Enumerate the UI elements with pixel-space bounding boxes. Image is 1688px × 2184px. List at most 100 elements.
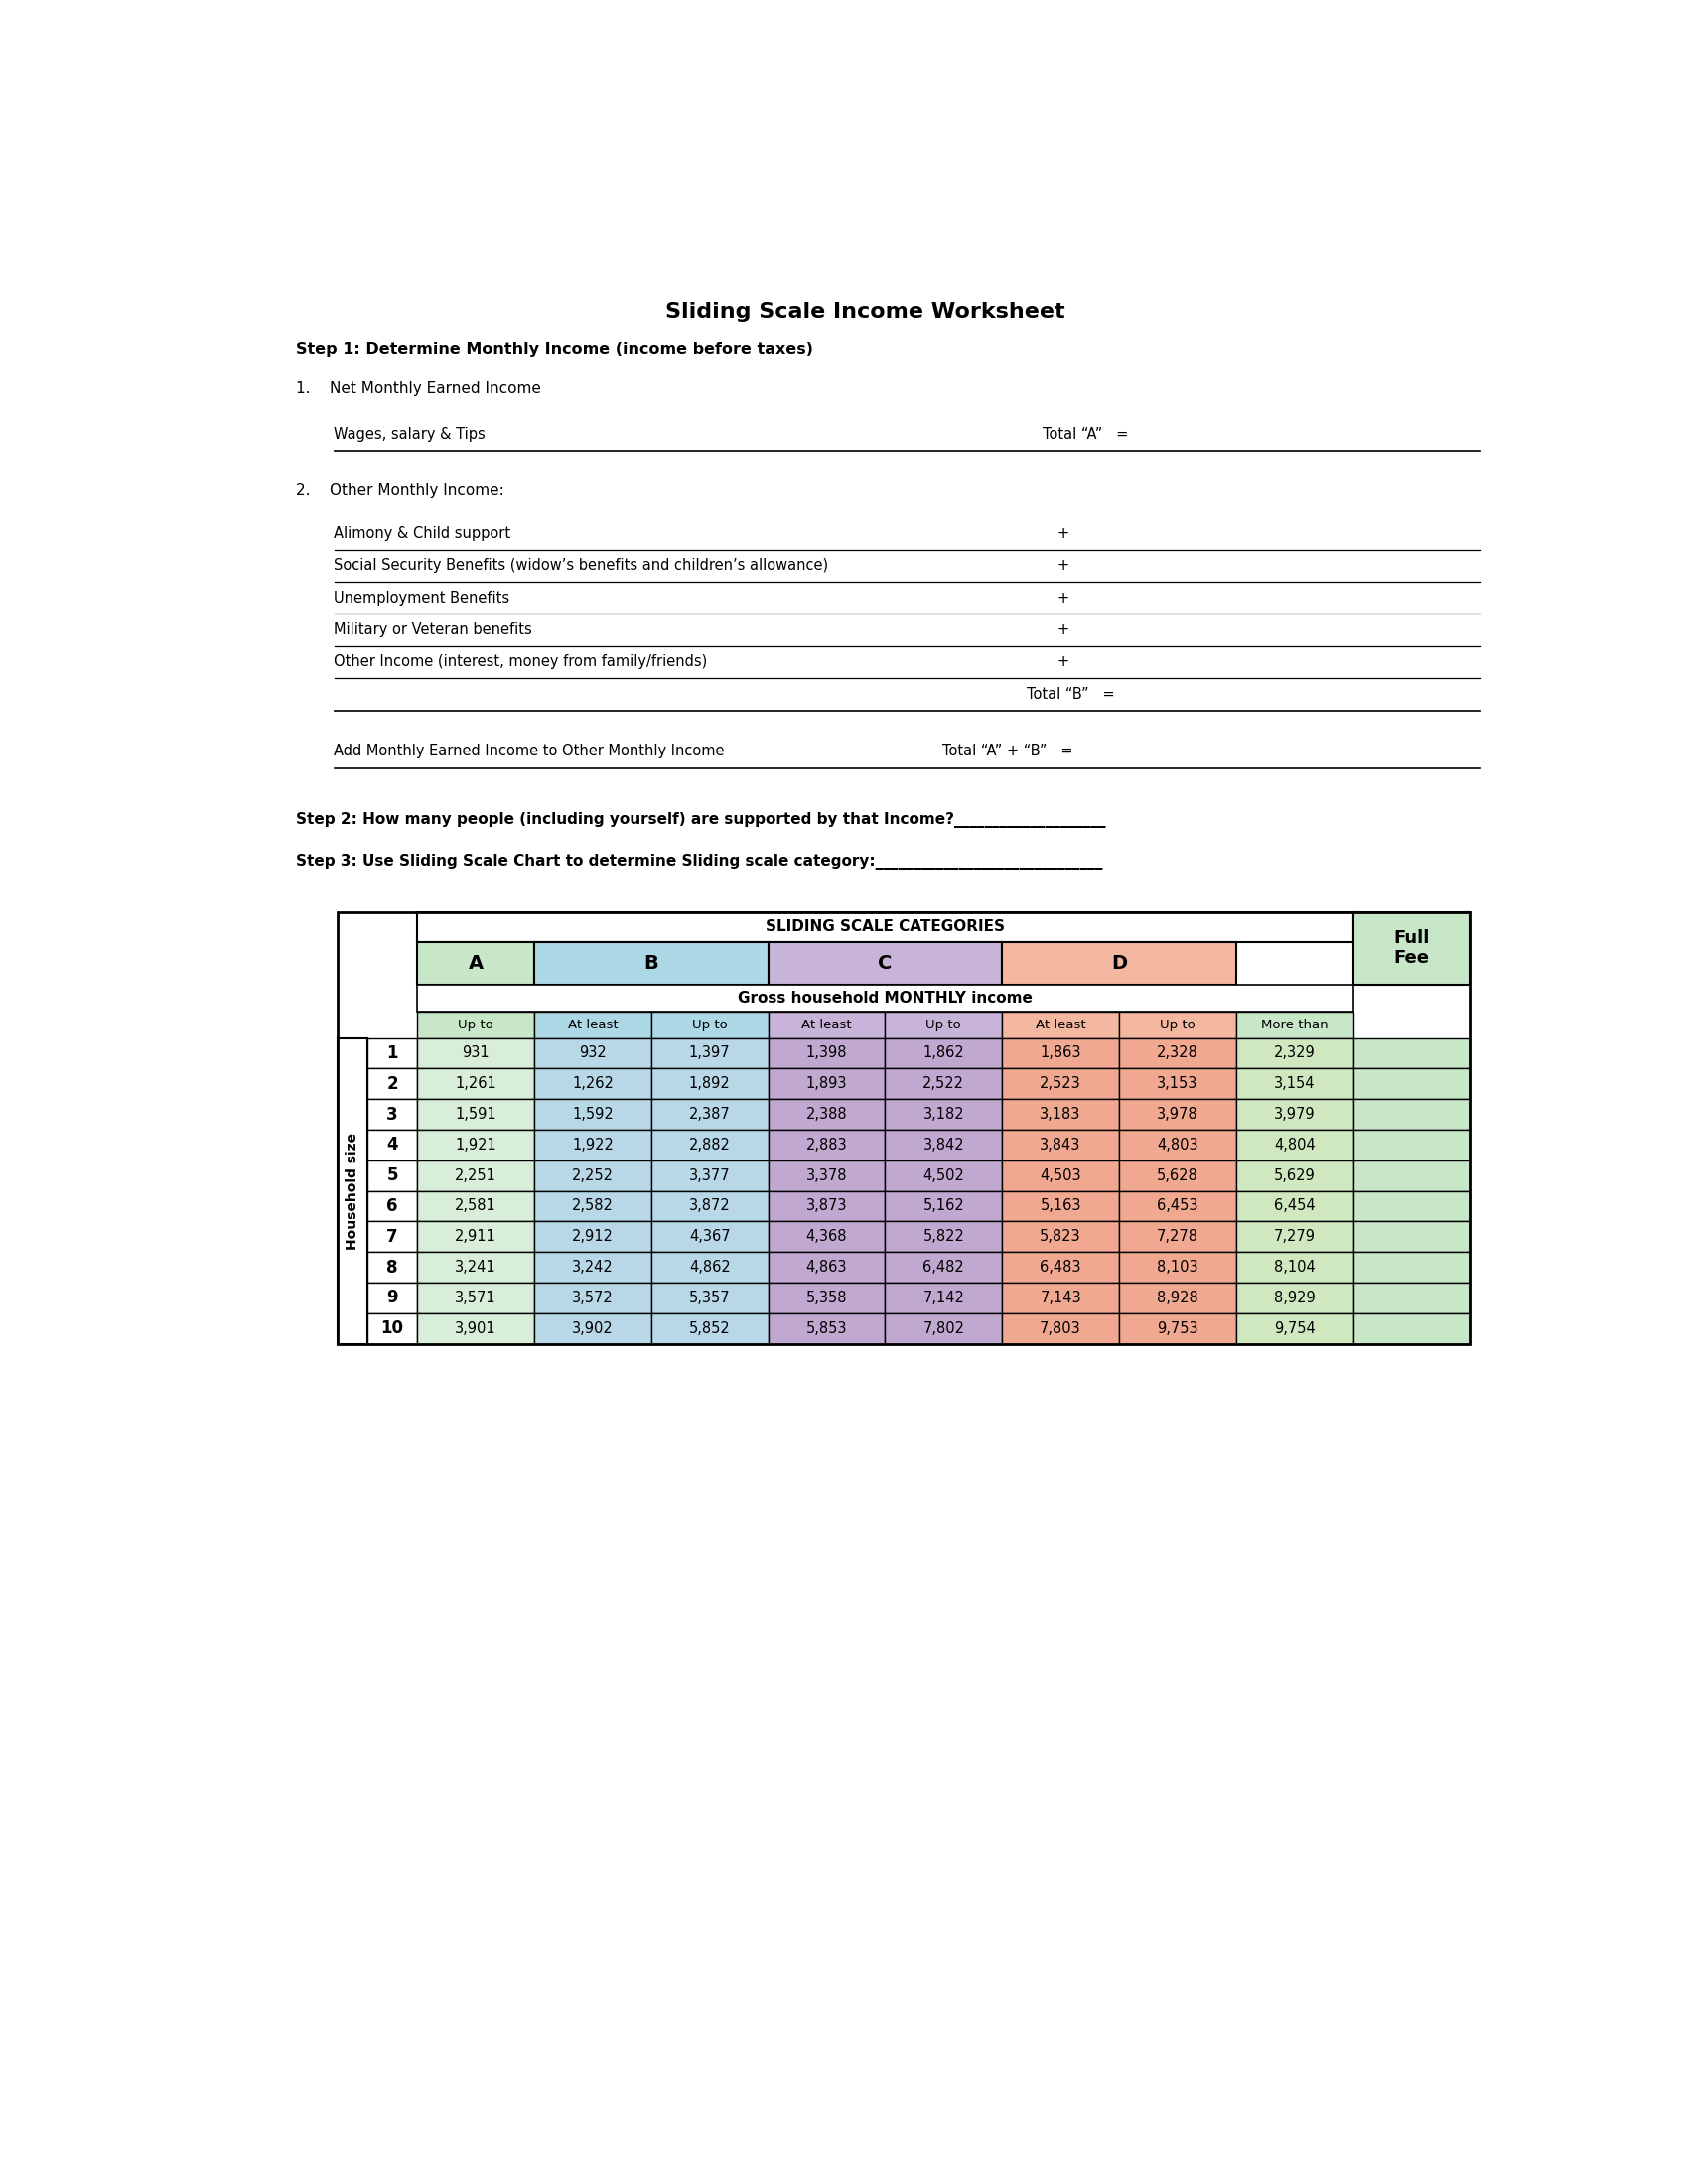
Text: 3,902: 3,902 <box>572 1321 613 1337</box>
Text: 2,582: 2,582 <box>572 1199 613 1214</box>
Text: Step 2: How many people (including yourself) are supported by that Income?______: Step 2: How many people (including yours… <box>295 812 1106 828</box>
Bar <box>1354 1313 1470 1343</box>
Text: Other Income (interest, money from family/friends): Other Income (interest, money from famil… <box>334 655 707 668</box>
Text: 6,453: 6,453 <box>1156 1199 1198 1214</box>
Text: 2,581: 2,581 <box>456 1199 496 1214</box>
Bar <box>417 943 533 985</box>
Bar <box>768 1160 885 1190</box>
Text: 931: 931 <box>463 1046 490 1061</box>
Bar <box>885 1282 1003 1313</box>
Text: 2,328: 2,328 <box>1156 1046 1198 1061</box>
Text: 9,754: 9,754 <box>1274 1321 1315 1337</box>
Bar <box>533 943 768 985</box>
Bar <box>533 1190 652 1221</box>
Text: 4,862: 4,862 <box>689 1260 731 1275</box>
Text: Full
Fee: Full Fee <box>1393 928 1430 968</box>
Text: 1.    Net Monthly Earned Income: 1. Net Monthly Earned Income <box>295 380 540 395</box>
Text: Up to: Up to <box>457 1018 493 1031</box>
Bar <box>1236 1160 1354 1190</box>
Text: Unemployment Benefits: Unemployment Benefits <box>334 590 510 605</box>
Bar <box>417 1129 533 1160</box>
Text: 7,802: 7,802 <box>923 1321 964 1337</box>
Text: 8: 8 <box>387 1258 398 1275</box>
Bar <box>1119 1221 1236 1251</box>
Text: Total “A” + “B”   =: Total “A” + “B” = <box>942 745 1072 758</box>
Text: 1,892: 1,892 <box>689 1077 731 1092</box>
Text: 6,483: 6,483 <box>1040 1260 1080 1275</box>
Text: 3,154: 3,154 <box>1274 1077 1315 1092</box>
Bar <box>338 1037 368 1343</box>
Bar <box>885 1313 1003 1343</box>
Text: 2.    Other Monthly Income:: 2. Other Monthly Income: <box>295 485 505 498</box>
Text: 9,753: 9,753 <box>1156 1321 1198 1337</box>
Text: Sliding Scale Income Worksheet: Sliding Scale Income Worksheet <box>665 301 1065 321</box>
Text: 1,922: 1,922 <box>572 1138 613 1153</box>
Text: 2,387: 2,387 <box>689 1107 731 1123</box>
Bar <box>368 1160 417 1190</box>
Text: 7: 7 <box>387 1227 398 1245</box>
Bar <box>652 1221 768 1251</box>
Bar <box>1119 1129 1236 1160</box>
Text: 3: 3 <box>387 1105 398 1123</box>
Text: 2,911: 2,911 <box>456 1230 496 1245</box>
Bar <box>417 1313 533 1343</box>
Text: 1,592: 1,592 <box>572 1107 613 1123</box>
Text: 10: 10 <box>381 1319 403 1337</box>
Bar <box>368 1282 417 1313</box>
Text: 7,279: 7,279 <box>1274 1230 1315 1245</box>
Text: 1,591: 1,591 <box>456 1107 496 1123</box>
Text: 1: 1 <box>387 1044 398 1061</box>
Bar <box>1003 1011 1119 1037</box>
Bar <box>768 1099 885 1129</box>
Bar <box>368 1190 417 1221</box>
Bar <box>1119 1160 1236 1190</box>
Bar <box>1003 1190 1119 1221</box>
Bar <box>417 913 1354 943</box>
Bar <box>1354 1037 1470 1068</box>
Text: +: + <box>1057 526 1070 542</box>
Bar <box>1003 1068 1119 1099</box>
Text: C: C <box>878 954 893 972</box>
Bar <box>1003 1221 1119 1251</box>
Text: 1,397: 1,397 <box>689 1046 731 1061</box>
Bar <box>368 1037 417 1068</box>
Bar <box>1354 1068 1470 1099</box>
Text: 3,182: 3,182 <box>923 1107 964 1123</box>
Bar <box>1354 1160 1470 1190</box>
Text: 2,523: 2,523 <box>1040 1077 1082 1092</box>
Text: 1,863: 1,863 <box>1040 1046 1080 1061</box>
Text: 6: 6 <box>387 1197 398 1214</box>
Text: 3,843: 3,843 <box>1040 1138 1080 1153</box>
Bar <box>417 1011 533 1037</box>
Bar <box>533 1160 652 1190</box>
Bar <box>533 1129 652 1160</box>
Bar <box>885 1068 1003 1099</box>
Text: 7,803: 7,803 <box>1040 1321 1082 1337</box>
Text: 3,378: 3,378 <box>805 1168 847 1184</box>
Bar <box>768 1282 885 1313</box>
Bar <box>1236 1037 1354 1068</box>
Text: 3,377: 3,377 <box>689 1168 731 1184</box>
Text: 8,104: 8,104 <box>1274 1260 1315 1275</box>
Bar <box>533 1251 652 1282</box>
Text: 4,367: 4,367 <box>689 1230 731 1245</box>
Text: Total “A”   =: Total “A” = <box>1041 426 1128 441</box>
Text: 3,242: 3,242 <box>572 1260 613 1275</box>
Bar <box>768 1011 885 1037</box>
Text: 5,822: 5,822 <box>923 1230 964 1245</box>
Text: 7,278: 7,278 <box>1156 1230 1198 1245</box>
Text: 1,398: 1,398 <box>805 1046 847 1061</box>
Bar <box>768 1313 885 1343</box>
Bar <box>1003 1313 1119 1343</box>
Text: Social Security Benefits (widow’s benefits and children’s allowance): Social Security Benefits (widow’s benefi… <box>334 559 829 572</box>
Bar <box>652 1011 768 1037</box>
Bar <box>652 1099 768 1129</box>
Text: Up to: Up to <box>925 1018 962 1031</box>
Text: More than: More than <box>1261 1018 1328 1031</box>
Bar <box>1119 1313 1236 1343</box>
Bar <box>652 1190 768 1221</box>
Text: 3,872: 3,872 <box>689 1199 731 1214</box>
Text: 6,454: 6,454 <box>1274 1199 1315 1214</box>
Text: Total “B”   =: Total “B” = <box>1026 686 1114 701</box>
Bar <box>1354 913 1470 985</box>
